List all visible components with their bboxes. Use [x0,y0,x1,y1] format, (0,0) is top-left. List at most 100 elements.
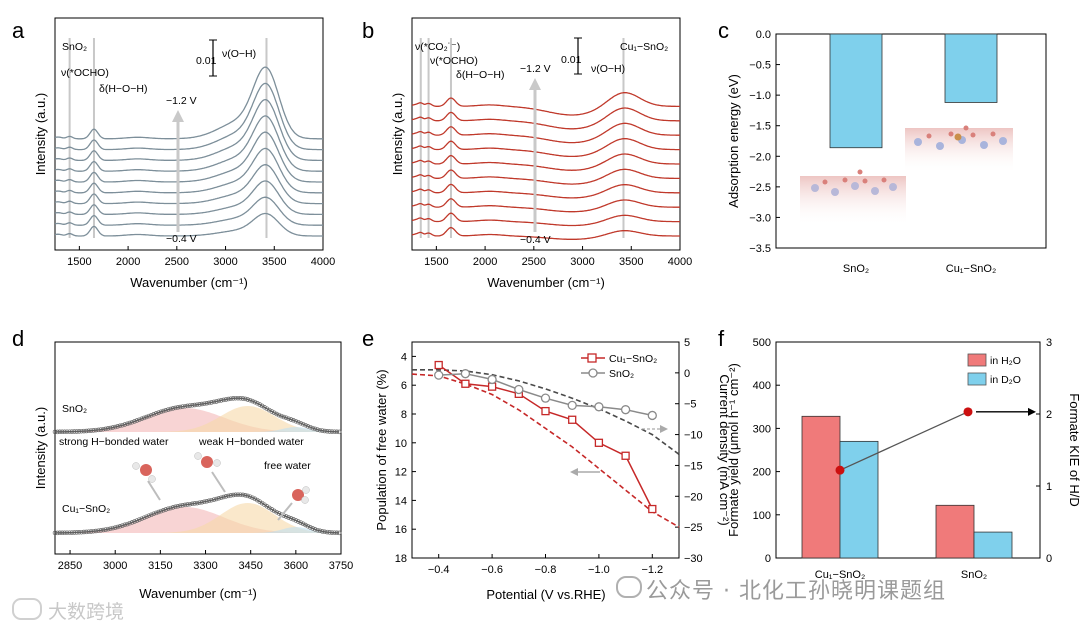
a-xtick-label: 3000 [213,256,237,268]
d-data-point [315,427,320,432]
d-data-point [298,520,303,525]
e-current-line [412,369,680,455]
panel-e: −0.4 −0.6 −0.8 −1.0 −1.2 4 6 8 10 12 14 16 18 5 0 −5 −10… [374,337,732,602]
e-ytick-label: 10 [395,438,407,450]
panel-c-ylabel: Adsorption energy (eV) [726,74,741,208]
d-data-point [197,500,202,505]
b-xtick-label: 3000 [570,256,594,268]
water-molecule-icon-strong [132,462,156,483]
panel-c: 0.0 −0.5 −1.0 −1.5 −2.0 −2.5 −3.0 −3.5 SnO₂ Cu₁−S… [726,29,1047,275]
d-data-point [64,429,70,434]
f-y2tick-label: 0 [1046,553,1052,565]
d-data-point [98,427,104,432]
panel-letter-b: b [362,18,374,43]
d-data-point [156,509,161,515]
d-data-point [293,518,299,523]
e-point-sno2 [434,370,444,380]
d-component-fill [55,408,341,432]
d-data-point [245,493,250,499]
d-data-point [233,492,238,498]
d-data-point [228,493,234,498]
brand-icon [12,598,42,620]
panel-b-ann-oh: ν(O−H) [591,63,625,75]
d-data-point [115,524,120,530]
d-data-point [271,508,277,514]
d-data-point [206,400,212,406]
d-data-point [230,492,236,498]
d-data-point [209,400,214,405]
d-data-point [204,499,209,504]
d-data-point [57,530,63,536]
d-data-point [216,496,222,501]
a-spectrum-line [54,212,323,237]
d-data-point [305,424,311,429]
e-point-sno2 [540,393,551,403]
d-component-fill [55,503,341,533]
a-xtick-label: 2000 [116,256,140,268]
f-ytick-label: 200 [753,467,771,479]
e-ytick-label: 6 [401,380,407,392]
e-point-sno2 [647,410,657,421]
e-point-sno2 [594,402,604,412]
d-data-point [120,523,125,528]
d-data-point [194,402,200,407]
d-data-point [194,500,200,506]
e-point-sno2 [514,384,524,395]
d-data-point [105,426,111,431]
f-ytick-label: 500 [753,337,771,349]
d-data-point [88,529,94,534]
panel-letter-e: e [362,326,374,351]
a-spectrum-line [54,196,323,226]
c-ytick-label: −3.0 [749,212,771,224]
d-data-point [320,428,325,433]
d-data-point [127,420,132,426]
e-xtick-label: −1.0 [588,564,610,576]
d-data-point [79,529,84,535]
e-y2tick-label: 0 [684,368,690,380]
d-data-point [72,429,77,434]
panel-b-ylabel: Intensity (a.u.) [390,93,405,175]
panel-d-label-strong: strong H−bonded water [59,436,169,448]
d-data-point [281,414,287,420]
d-data-point [161,508,166,513]
a-spectrum-line [54,98,323,162]
d-data-point [74,429,79,434]
d-xtick-label: 3150 [148,560,172,572]
d-data-point [267,407,272,413]
d-data-point [286,515,291,520]
d-data-point [202,499,207,505]
d-data-point [88,428,94,433]
d-data-point [324,429,330,434]
a-spectrum-line [54,131,323,183]
d-data-point [291,418,296,423]
water-molecule-icon-free [292,486,310,504]
panel-a-scale-label: 0.01 [196,55,217,67]
c-category-label: Cu₁−SnO₂ [946,263,996,275]
panel-letter-a: a [12,18,25,43]
d-data-point [185,403,190,409]
d-data-point [317,528,323,534]
d-data-point [52,429,58,435]
panel-c-frame [775,33,1047,249]
watermark-right: 公众号 · 北化工孙晓明课题组 [646,579,946,604]
e-y2tick-label: 5 [684,337,690,349]
panel-e-ylabel: Population of free water (%) [374,369,389,530]
d-data-point [303,422,308,428]
d-data-point [168,505,173,511]
c-ytick-label: −3.5 [749,243,771,255]
d-data-point [120,422,125,428]
panel-d-label-free: free water [264,460,311,472]
d-data-point [310,526,315,531]
panel-a-ann-hoh: δ(H−O−H) [99,83,147,95]
c-ytick-label: −0.5 [749,60,771,72]
panel-e-legend: Cu₁−SnO₂ SnO₂ [581,353,657,380]
d-data-point [228,396,234,401]
panel-b-sample-label: Cu₁−SnO₂ [620,41,668,53]
e-xtick-label: −0.4 [428,564,450,576]
f-y2tick-label: 2 [1046,409,1052,421]
c-bar [944,33,998,103]
d-data-point [214,399,219,404]
d-data-point [173,504,178,510]
d-data-point [327,530,332,535]
